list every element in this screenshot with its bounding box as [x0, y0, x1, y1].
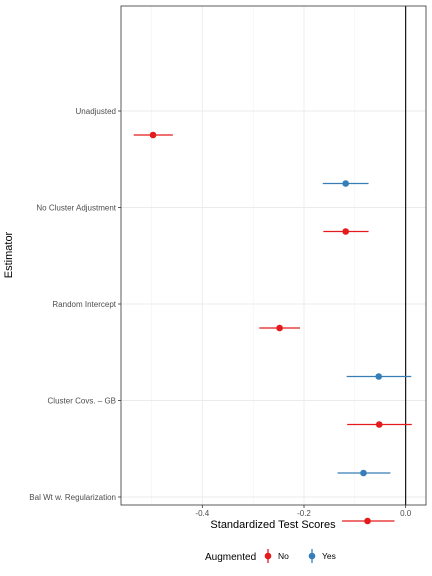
y-tick-label: No Cluster Adjustment: [36, 204, 116, 213]
legend: Augmented No Yes: [205, 549, 336, 563]
point-estimate: [342, 228, 349, 235]
y-tick-label: Random Intercept: [52, 300, 116, 309]
panel-border: [120, 5, 427, 506]
x-tick-label: -0.2: [297, 509, 311, 518]
legend-key-dot: [264, 552, 272, 560]
x-tick-label: 0.0: [400, 509, 412, 518]
grid-layer: [121, 6, 426, 505]
x-tick-layer: -0.4 -0.2 0.0: [195, 505, 412, 518]
point-estimate: [360, 469, 367, 477]
y-axis-title: Estimator: [3, 231, 15, 278]
y-tick-layer: Unadjusted No Cluster Adjustment Random In…: [29, 107, 121, 502]
y-tick-label: Unadjusted: [76, 107, 116, 116]
point-estimate: [375, 421, 383, 428]
point-estimate: [364, 517, 371, 525]
point-estimate: [375, 373, 383, 380]
legend-keys: No Yes: [264, 549, 336, 563]
point-estimate: [149, 131, 157, 139]
legend-entry-label: No: [278, 551, 289, 561]
point-estimate: [276, 324, 283, 332]
legend-key-dot: [308, 552, 316, 560]
y-tick-label: Bal Wt w. Regularization: [29, 493, 116, 502]
x-axis-title: Standardized Test Scores: [210, 519, 336, 531]
x-tick-label: -0.4: [195, 509, 209, 518]
legend-entry-label: Yes: [322, 551, 336, 561]
y-tick-label: Cluster Covs. – GB: [48, 397, 116, 406]
legend-title: Augmented: [205, 552, 256, 563]
point-estimate: [342, 180, 349, 187]
marks-layer: [133, 131, 412, 525]
